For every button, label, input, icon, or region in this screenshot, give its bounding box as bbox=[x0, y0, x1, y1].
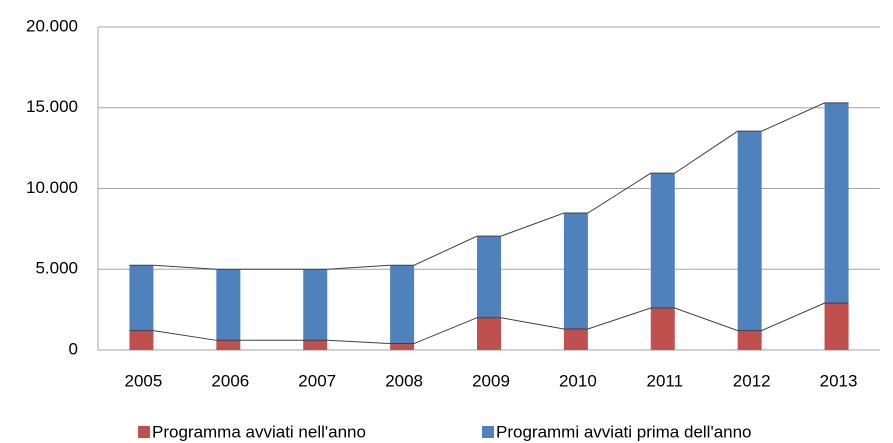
legend-swatch bbox=[138, 426, 150, 438]
x-tick-label: 2010 bbox=[559, 371, 597, 390]
legend-label: Programmi avviati prima dell'anno bbox=[496, 422, 752, 441]
bar-segment bbox=[650, 308, 675, 350]
bar-segment bbox=[303, 269, 328, 341]
x-tick-label: 2005 bbox=[125, 371, 163, 390]
bar-segment bbox=[129, 265, 154, 331]
bar-segment bbox=[303, 340, 328, 350]
y-tick-label: 10.000 bbox=[26, 178, 78, 197]
bar-segment bbox=[390, 343, 415, 350]
bar-segment bbox=[650, 173, 675, 309]
x-tick-label: 2013 bbox=[820, 371, 858, 390]
legend-swatch bbox=[482, 426, 494, 438]
bar-segment bbox=[563, 213, 588, 330]
series-line bbox=[129, 102, 849, 270]
bar-segment bbox=[824, 303, 849, 350]
bar-segment bbox=[563, 329, 588, 350]
x-tick-label: 2008 bbox=[385, 371, 423, 390]
y-tick-label: 5.000 bbox=[35, 259, 78, 278]
y-tick-label: 15.000 bbox=[26, 97, 78, 116]
y-tick-label: 0 bbox=[69, 339, 78, 358]
y-tick-label: 20.000 bbox=[26, 16, 78, 35]
legend-label: Programma avviati nell'anno bbox=[152, 422, 366, 441]
bar-segment bbox=[477, 317, 501, 350]
bar-segment bbox=[216, 340, 241, 350]
bar-segment bbox=[737, 330, 762, 350]
x-tick-label: 2011 bbox=[646, 371, 683, 390]
x-tick-label: 2009 bbox=[472, 371, 510, 390]
bar-segment bbox=[737, 131, 762, 331]
bar-segment bbox=[390, 265, 415, 344]
bar-segment bbox=[477, 236, 501, 318]
series-line bbox=[129, 302, 849, 345]
x-tick-label: 2007 bbox=[298, 371, 336, 390]
x-tick-label: 2012 bbox=[733, 371, 771, 390]
bar-segment bbox=[129, 330, 154, 350]
bar-segment bbox=[216, 269, 241, 341]
bar-segment bbox=[824, 102, 849, 304]
x-tick-label: 2006 bbox=[211, 371, 249, 390]
